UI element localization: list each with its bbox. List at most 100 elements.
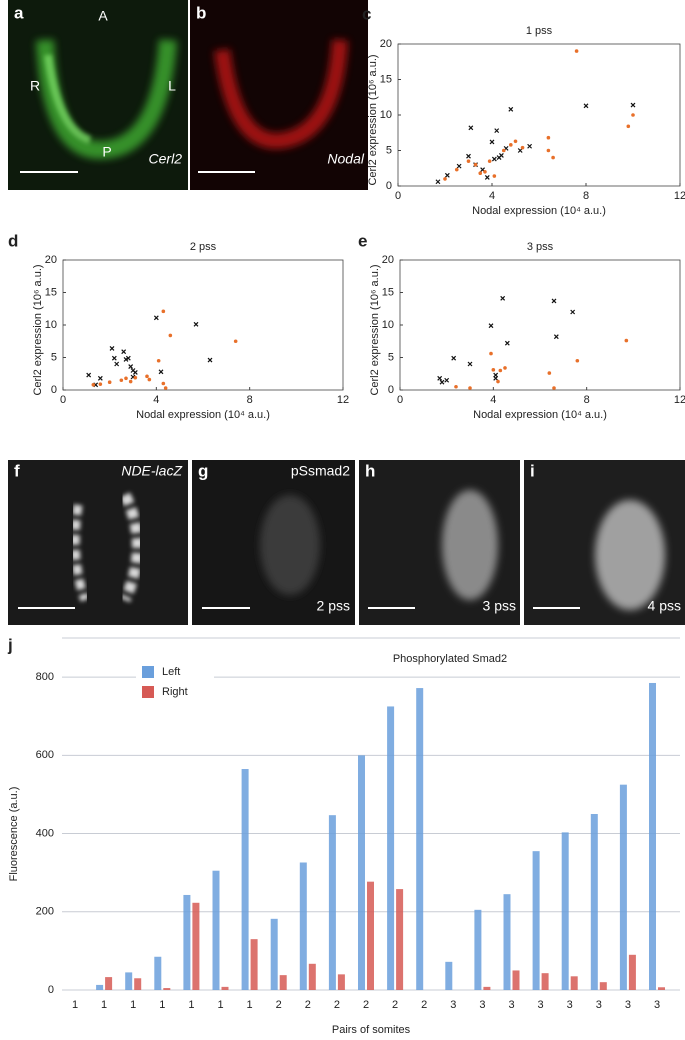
x-tick-label: 1: [130, 999, 136, 1011]
x-tick-label: 1: [188, 999, 194, 1011]
point: [553, 334, 559, 340]
legend-label: Left: [162, 666, 180, 678]
bar: [483, 986, 491, 990]
point: [451, 355, 457, 361]
y-tick-label: 600: [36, 749, 54, 761]
bar: [649, 682, 656, 990]
point: [158, 369, 164, 375]
point: [128, 379, 133, 384]
x-tick-label: 1: [247, 999, 253, 1011]
bar: [367, 881, 374, 990]
point: [443, 177, 447, 181]
point: [193, 321, 199, 327]
point: [145, 374, 149, 379]
bar: [512, 970, 520, 990]
point: [439, 379, 445, 385]
point: [552, 386, 556, 390]
point: [454, 384, 458, 389]
x-tick-label: 2: [421, 999, 427, 1011]
bar: [270, 918, 278, 990]
y-axis-label: Fluorescence (a.u.): [8, 787, 20, 882]
point: [630, 102, 636, 108]
point: [168, 333, 173, 338]
point: [508, 106, 514, 112]
point: [500, 295, 506, 301]
point: [124, 376, 128, 381]
point: [107, 380, 112, 385]
bar: [474, 909, 482, 990]
point: [163, 386, 168, 390]
x-axis-label: Nodal expression (10⁴ a.u.): [473, 409, 607, 421]
x-tick-label: 3: [508, 999, 514, 1011]
image-text: NDE-lacZ: [121, 463, 182, 479]
point: [119, 378, 124, 383]
y-tick-label: 400: [36, 827, 54, 839]
point: [546, 135, 551, 140]
x-tick-label: 2: [392, 999, 398, 1011]
bar: [163, 988, 171, 990]
bar: [445, 961, 453, 990]
panel-label: j: [7, 635, 13, 654]
bar: [590, 814, 598, 990]
micrograph-f: f NDE-lacZ: [8, 460, 188, 625]
bar: [541, 973, 549, 990]
point: [546, 148, 551, 153]
bar: [241, 769, 249, 990]
x-tick-label: 3: [654, 999, 660, 1011]
point: [161, 381, 166, 386]
image-text: P: [102, 144, 111, 160]
point: [478, 171, 483, 176]
bar: [628, 954, 636, 990]
image-text: pSsmad2: [291, 463, 350, 479]
point: [86, 372, 92, 378]
bar: [250, 939, 258, 990]
point: [517, 148, 523, 153]
x-tick-label: 4: [153, 394, 159, 406]
bar: [570, 976, 578, 990]
point: [527, 143, 533, 149]
y-tick-label: 0: [51, 384, 57, 396]
y-tick-label: 15: [45, 286, 57, 298]
point: [133, 375, 138, 380]
x-axis-label: Nodal expression (10⁴ a.u.): [472, 205, 606, 217]
x-tick-label: 3: [596, 999, 602, 1011]
image-text: Cerl2: [149, 151, 183, 167]
x-tick-label: 0: [395, 190, 401, 202]
legend-swatch: [142, 686, 154, 698]
point: [156, 358, 161, 363]
x-tick-label: 1: [159, 999, 165, 1011]
x-tick-label: 12: [674, 190, 685, 202]
panel-label: a: [14, 3, 24, 22]
y-tick-label: 20: [45, 254, 57, 266]
bar: [105, 977, 113, 990]
image-text: 4 pss: [648, 598, 681, 614]
micrograph-i: i 4 pss: [524, 460, 685, 625]
point: [466, 153, 471, 159]
point: [570, 309, 576, 315]
x-tick-label: 2: [276, 999, 282, 1011]
x-axis-label: Pairs of somites: [332, 1024, 411, 1036]
plot-frame: [397, 43, 681, 187]
bar: [308, 963, 316, 990]
panel-label: f: [14, 461, 20, 480]
point: [161, 309, 166, 314]
point: [233, 339, 238, 344]
bar: [532, 851, 540, 990]
bar: [387, 706, 395, 990]
plot-frame: [62, 259, 344, 391]
legend-label: Right: [162, 686, 188, 698]
bar: [503, 894, 511, 990]
bar: [299, 862, 307, 990]
point: [498, 153, 504, 158]
y-tick-label: 0: [48, 984, 54, 996]
point: [520, 145, 525, 150]
y-tick-label: 5: [386, 144, 392, 156]
bar: [599, 982, 607, 990]
y-axis-label: Cerl2 expression (10⁶ a.u.): [32, 264, 44, 395]
y-tick-label: 10: [382, 319, 394, 331]
point: [547, 371, 552, 375]
point: [494, 128, 500, 134]
chart-title: 3 pss: [527, 241, 554, 253]
bar: [192, 902, 200, 990]
point: [493, 372, 499, 378]
